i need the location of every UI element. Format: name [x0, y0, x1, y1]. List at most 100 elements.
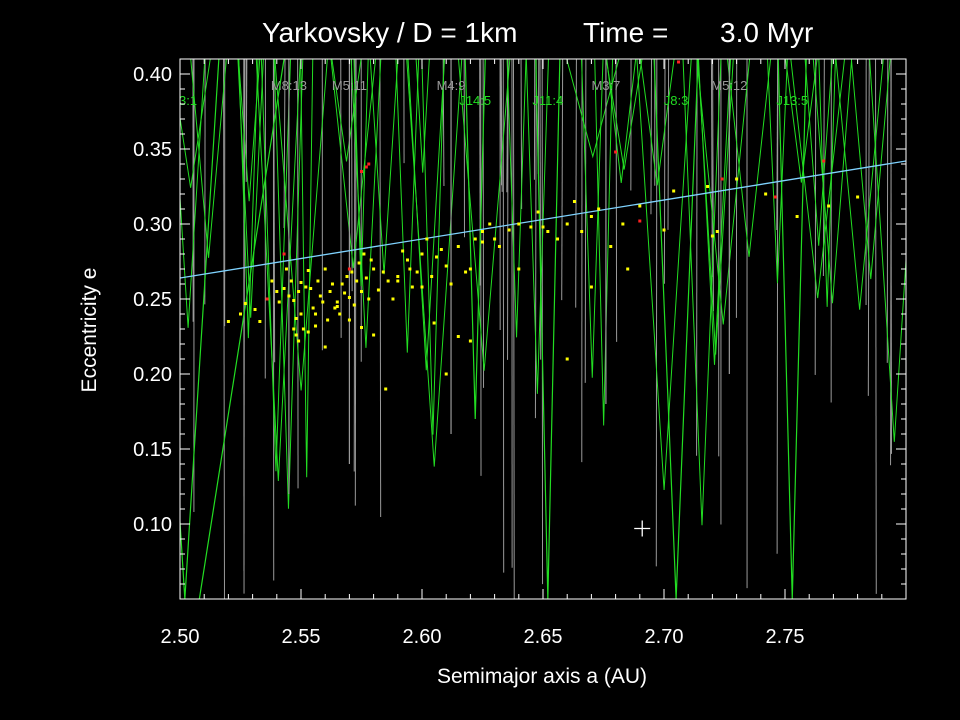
mars-resonance-label: M5:11: [332, 78, 367, 93]
data-point-yellow: [335, 305, 339, 308]
green-resonance-line: [406, 59, 463, 467]
grey-resonance-line: [500, 59, 503, 192]
data-point-yellow: [435, 255, 439, 259]
chart-title-time-value: 3.0 Myr: [720, 17, 813, 48]
data-point-yellow: [735, 177, 739, 181]
grey-resonance-line: [534, 59, 537, 419]
grey-resonance-line: [886, 59, 889, 363]
data-point-yellow: [497, 245, 501, 248]
data-point-yellow: [609, 245, 613, 248]
data-point-yellow: [589, 285, 593, 289]
x-tick-label: 2.70: [645, 626, 684, 648]
data-point-yellow: [306, 269, 310, 272]
data-point-yellow: [258, 320, 262, 323]
data-point-yellow: [357, 261, 361, 265]
data-point-yellow: [316, 279, 320, 283]
x-tick-label: 2.75: [766, 626, 805, 648]
grey-resonance-line: [822, 59, 825, 276]
jupiter-resonance-label: J11:4: [532, 93, 563, 108]
data-point-yellow: [856, 195, 860, 199]
data-point-yellow: [347, 296, 351, 299]
data-point-red: [822, 159, 826, 163]
data-point-yellow: [369, 258, 373, 262]
data-point-yellow: [396, 279, 400, 283]
data-point-yellow: [481, 230, 484, 233]
data-point-yellow: [314, 324, 318, 328]
mars-resonance-label: M5:12: [711, 78, 747, 93]
data-point-yellow: [541, 225, 545, 229]
data-point-yellow: [289, 279, 293, 283]
mars-resonance-label: M8:13: [271, 78, 307, 93]
data-point-yellow: [444, 264, 448, 268]
data-point-yellow: [420, 252, 424, 256]
green-resonance-line: [639, 59, 675, 186]
data-point-yellow: [243, 302, 247, 305]
data-point-yellow: [294, 317, 298, 320]
data-point-yellow: [304, 285, 308, 289]
data-point-yellow: [347, 318, 351, 322]
data-point-yellow: [297, 290, 301, 293]
green-resonance-line: [350, 59, 382, 348]
data-point-red: [347, 267, 351, 271]
data-point-yellow: [546, 230, 550, 233]
green-resonance-line: [300, 59, 314, 478]
data-point-yellow: [335, 300, 339, 304]
data-point-yellow: [372, 267, 376, 271]
green-resonance-line: [818, 59, 836, 307]
data-point-yellow: [299, 281, 303, 284]
grey-resonance-line: [243, 59, 246, 594]
data-point-yellow: [827, 204, 831, 208]
data-point-yellow: [621, 222, 625, 226]
jupiter-resonance-line: [777, 59, 807, 599]
jupiter-resonance-label: J14:5: [459, 93, 491, 108]
data-point-yellow: [432, 321, 436, 325]
grey-resonance-line: [283, 59, 286, 229]
chart-title: Yarkovsky / D = 1km: [262, 17, 517, 48]
data-point-yellow: [270, 279, 274, 283]
axes: 2.50 2.55 2.60 2.65 2.70 2.75 0.10 0.15 0.20 0.25…: [133, 58, 907, 648]
data-point-yellow: [297, 339, 301, 343]
data-point-yellow: [277, 300, 281, 304]
x-tick-label: 2.65: [524, 626, 563, 648]
green-resonance-line: [237, 59, 264, 318]
data-point-yellow: [401, 249, 405, 253]
j31-edge-line: [198, 59, 285, 599]
green-resonance-line: [594, 59, 614, 426]
data-point-yellow: [306, 330, 310, 334]
jupiter-resonance-label: J8:3: [664, 93, 689, 108]
data-point-yellow: [391, 297, 395, 301]
mars-resonance-label: M4:9: [437, 78, 466, 93]
data-point-yellow: [536, 210, 540, 214]
data-point-yellow: [517, 267, 521, 271]
data-point-yellow: [449, 282, 453, 286]
y-axis-label: Eccentricity e: [78, 268, 101, 393]
data-point-yellow: [672, 189, 676, 193]
green-resonance-line: [697, 59, 734, 355]
data-point-yellow: [330, 282, 334, 286]
green-resonance-line: [812, 59, 853, 304]
jupiter-resonance-line: [653, 59, 699, 599]
data-point-yellow: [795, 215, 799, 218]
green-resonance-line: [238, 59, 261, 202]
green-resonance-line: [804, 59, 833, 246]
green-resonance-line: [255, 59, 301, 481]
data-point-yellow: [764, 192, 768, 196]
green-resonance-line: [331, 59, 362, 162]
data-point-yellow: [311, 306, 315, 310]
y-tick-label: 0.10: [133, 514, 172, 536]
data-point-yellow: [333, 306, 337, 310]
grey-resonance-line: [712, 59, 714, 312]
data-point-yellow: [710, 234, 714, 238]
x-tick-label: 2.60: [403, 626, 442, 648]
jupiter-resonance-line: [535, 59, 561, 599]
data-point-yellow: [314, 312, 318, 316]
data-point-yellow: [372, 333, 376, 337]
data-point-yellow: [439, 248, 443, 251]
grey-resonance-line: [655, 59, 658, 567]
data-point-yellow: [589, 215, 593, 218]
data-point-yellow: [444, 372, 448, 376]
data-point-red: [367, 162, 371, 166]
data-point-yellow: [425, 237, 429, 241]
green-resonance-line: [525, 59, 549, 394]
data-point-yellow: [352, 303, 356, 307]
